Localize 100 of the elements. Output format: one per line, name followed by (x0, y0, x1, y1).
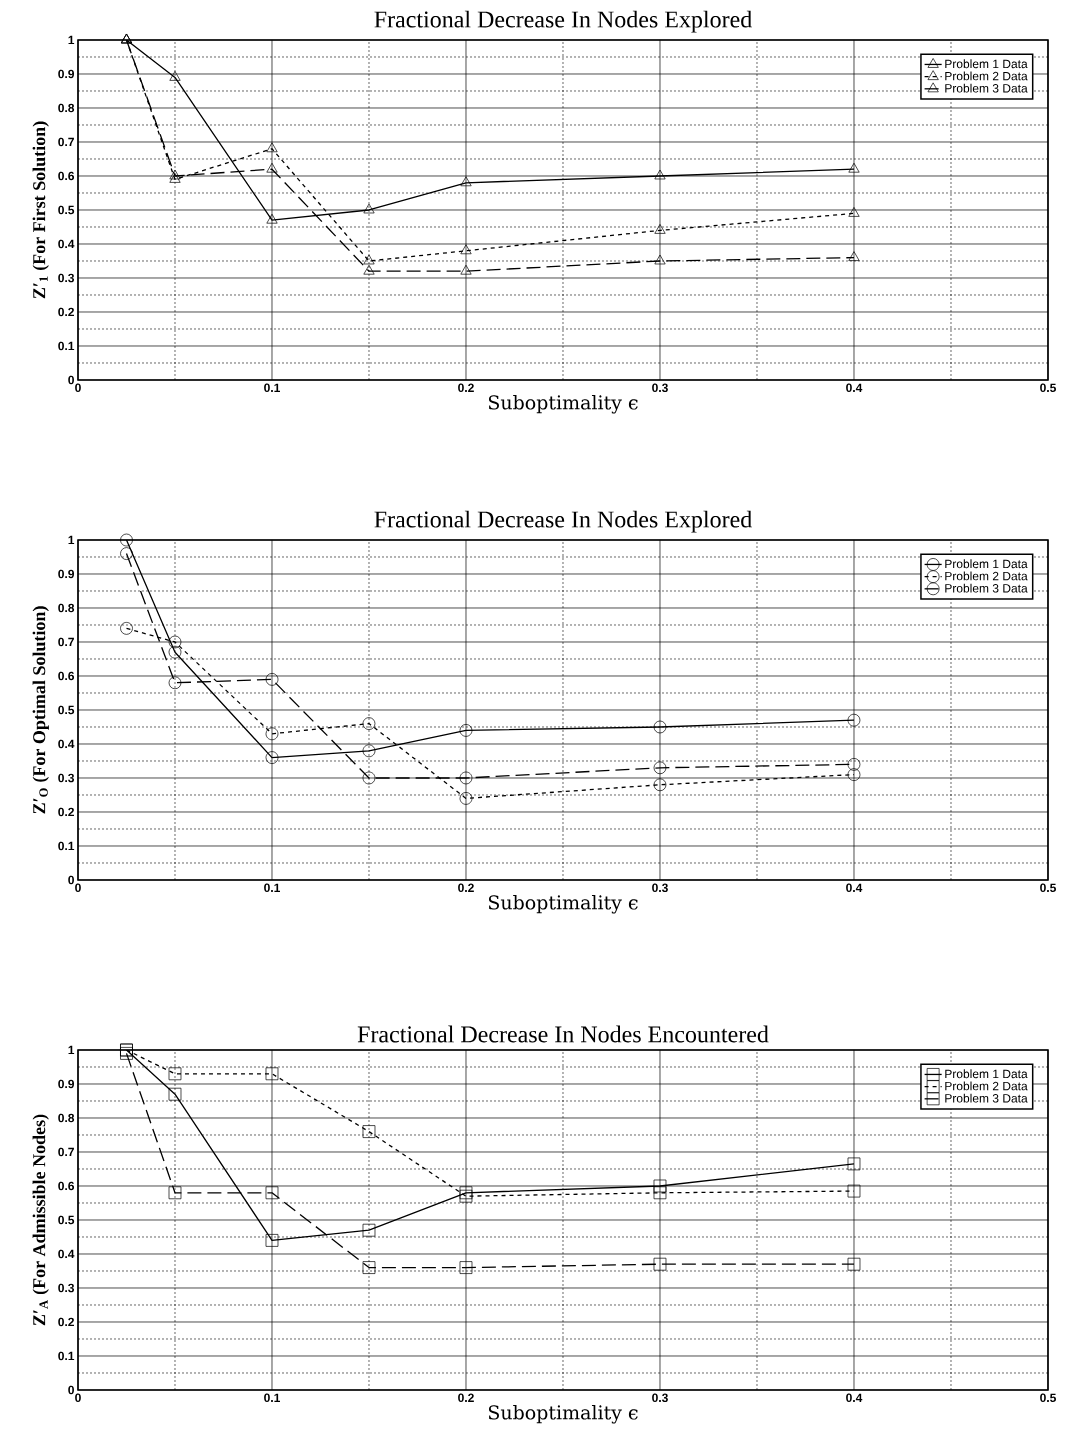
point (363, 254, 375, 265)
x-tick-label: 0.3 (652, 383, 668, 393)
point (847, 758, 861, 771)
point (848, 251, 860, 261)
point (265, 1186, 279, 1200)
point (847, 1257, 861, 1271)
y-tick-label: 0.3 (58, 1283, 75, 1293)
point (168, 635, 182, 649)
y-tick-label: 1 (68, 535, 75, 545)
point (265, 727, 279, 741)
x-tick-label: 0.4 (846, 1393, 863, 1403)
point (168, 645, 182, 659)
y-tick-label: 0.8 (58, 103, 75, 113)
x-axis-title: Suboptimality ϵ (488, 394, 638, 414)
point (654, 254, 666, 265)
y-tick-label: 0.3 (58, 273, 75, 283)
y-tick-label: 0 (68, 1385, 74, 1395)
point (848, 162, 860, 173)
point (847, 768, 861, 781)
x-tick-label: 0.1 (264, 1393, 280, 1403)
point (265, 1234, 279, 1247)
legend-label: Problem 2 Data (945, 571, 1028, 581)
chart-title: Fractional Decrease In Nodes Explored (374, 10, 752, 33)
point (120, 547, 133, 560)
y-tick-label: 0.4 (58, 739, 75, 749)
point (847, 1157, 861, 1171)
point (460, 264, 472, 275)
x-tick-label: 0.2 (458, 883, 474, 893)
y-tick-label: 0.7 (58, 137, 74, 147)
point (653, 1179, 667, 1193)
point (266, 213, 278, 224)
point (459, 771, 473, 785)
y-tick-label: 0.6 (58, 671, 75, 681)
point (169, 169, 181, 180)
point (459, 792, 473, 805)
y-tick-label: 0 (68, 875, 74, 885)
x-axis-title: Suboptimality ϵ (488, 894, 638, 914)
chart-title: Fractional Decrease In Nodes Encountered (357, 1025, 769, 1043)
point (266, 162, 278, 173)
x-tick-label: 0.2 (458, 1393, 474, 1403)
x-tick-label: 0.1 (264, 883, 280, 893)
point (362, 1223, 376, 1237)
y-tick-label: 0.9 (58, 569, 75, 579)
point (653, 1186, 667, 1200)
y-tick-label: 0.3 (58, 773, 75, 783)
x-tick-label: 0.3 (652, 883, 668, 893)
point (362, 744, 376, 758)
point (120, 533, 133, 547)
point (362, 1125, 376, 1138)
point (460, 176, 472, 187)
point (266, 142, 278, 153)
point (653, 720, 667, 734)
chart-title: Fractional Decrease In Nodes Explored (374, 510, 752, 533)
x-tick-label: 0.4 (846, 383, 863, 393)
y-tick-label: 0.2 (58, 807, 74, 817)
x-tick-label: 0.4 (846, 883, 863, 893)
point (459, 724, 473, 737)
point (265, 751, 279, 764)
x-axis-title: Suboptimality ϵ (488, 1404, 638, 1424)
y-tick-label: 0.1 (58, 1351, 75, 1361)
point (654, 169, 666, 180)
point (362, 1261, 376, 1274)
point (653, 1257, 667, 1271)
y-tick-label: 0.4 (58, 1249, 75, 1259)
y-tick-label: 0.2 (58, 1317, 74, 1327)
point (847, 713, 861, 727)
y-axis-title: Z′$_{A}$ (For Admissible Nodes) (32, 1114, 49, 1326)
x-tick-label: 0.3 (652, 1393, 668, 1403)
y-tick-label: 0.8 (58, 603, 75, 613)
point (265, 1067, 279, 1081)
legend-label: Problem 3 Data (945, 583, 1028, 593)
legend-label: Problem 1 Data (945, 559, 1028, 569)
y-tick-label: 0.5 (58, 705, 75, 715)
point (460, 244, 472, 255)
point (168, 1186, 182, 1200)
y-tick-label: 0 (68, 375, 74, 385)
point (362, 717, 376, 730)
point (654, 224, 666, 234)
y-tick-label: 1 (68, 35, 75, 45)
x-tick-label: 0.5 (1040, 883, 1056, 893)
point (120, 1047, 133, 1060)
y-tick-label: 0.4 (58, 239, 75, 249)
y-tick-label: 0.9 (58, 1079, 75, 1089)
point (169, 71, 181, 81)
x-tick-label: 0.5 (1040, 1393, 1056, 1403)
point (168, 676, 182, 690)
legend-label: Problem 2 Data (945, 1081, 1028, 1091)
y-tick-label: 0.6 (58, 1181, 75, 1191)
point (848, 207, 860, 217)
y-tick-label: 0.6 (58, 171, 75, 181)
point (265, 673, 279, 686)
point (653, 778, 667, 792)
point (847, 1184, 861, 1198)
legend-label: Problem 3 Data (945, 83, 1028, 93)
y-tick-label: 0.1 (58, 841, 75, 851)
y-tick-label: 0.2 (58, 307, 74, 317)
y-tick-label: 0.7 (58, 1147, 74, 1157)
point (120, 622, 133, 635)
legend-label: Problem 1 Data (945, 59, 1028, 69)
x-tick-label: 0.5 (1040, 383, 1056, 393)
